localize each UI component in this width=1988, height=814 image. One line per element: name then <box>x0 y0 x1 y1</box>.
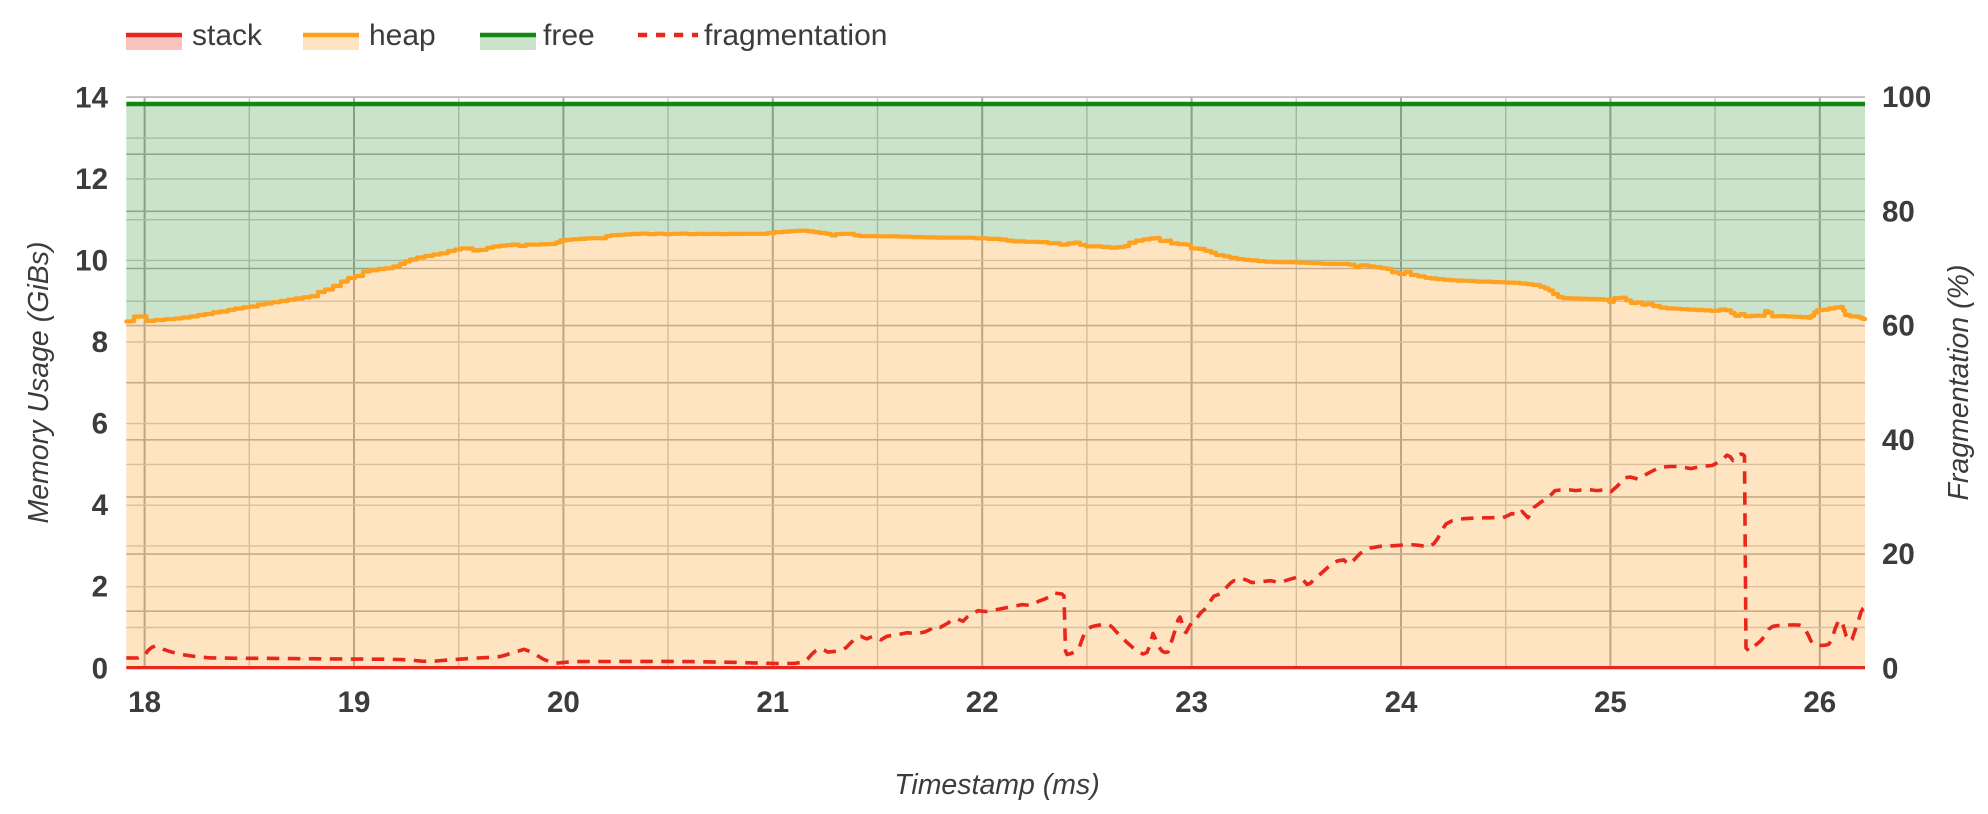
svg-text:40: 40 <box>1882 424 1915 457</box>
svg-text:20: 20 <box>1882 538 1915 571</box>
svg-text:4: 4 <box>92 489 109 522</box>
svg-text:0: 0 <box>1882 652 1898 685</box>
svg-text:23: 23 <box>1175 686 1208 719</box>
svg-text:22: 22 <box>966 686 999 719</box>
svg-text:free: free <box>543 19 595 52</box>
svg-text:25: 25 <box>1594 686 1627 719</box>
svg-text:2: 2 <box>92 571 108 604</box>
svg-text:10: 10 <box>75 244 108 277</box>
svg-text:24: 24 <box>1385 686 1418 719</box>
svg-text:fragmentation: fragmentation <box>704 19 887 52</box>
svg-text:20: 20 <box>547 686 580 719</box>
svg-text:14: 14 <box>75 81 108 114</box>
svg-text:21: 21 <box>756 686 789 719</box>
svg-text:100: 100 <box>1882 81 1931 114</box>
svg-text:heap: heap <box>369 19 436 52</box>
svg-text:80: 80 <box>1882 195 1915 228</box>
svg-text:stack: stack <box>192 19 263 52</box>
svg-text:26: 26 <box>1803 686 1836 719</box>
svg-text:19: 19 <box>338 686 371 719</box>
svg-text:18: 18 <box>128 686 161 719</box>
svg-text:8: 8 <box>92 326 108 359</box>
svg-text:Fragmentation (%): Fragmentation (%) <box>1943 264 1975 500</box>
svg-text:6: 6 <box>92 408 108 441</box>
svg-text:12: 12 <box>75 163 108 196</box>
svg-text:60: 60 <box>1882 310 1915 343</box>
svg-text:Memory Usage (GiBs): Memory Usage (GiBs) <box>23 242 55 524</box>
svg-text:0: 0 <box>92 652 108 685</box>
svg-text:Timestamp (ms): Timestamp (ms) <box>894 769 1100 801</box>
